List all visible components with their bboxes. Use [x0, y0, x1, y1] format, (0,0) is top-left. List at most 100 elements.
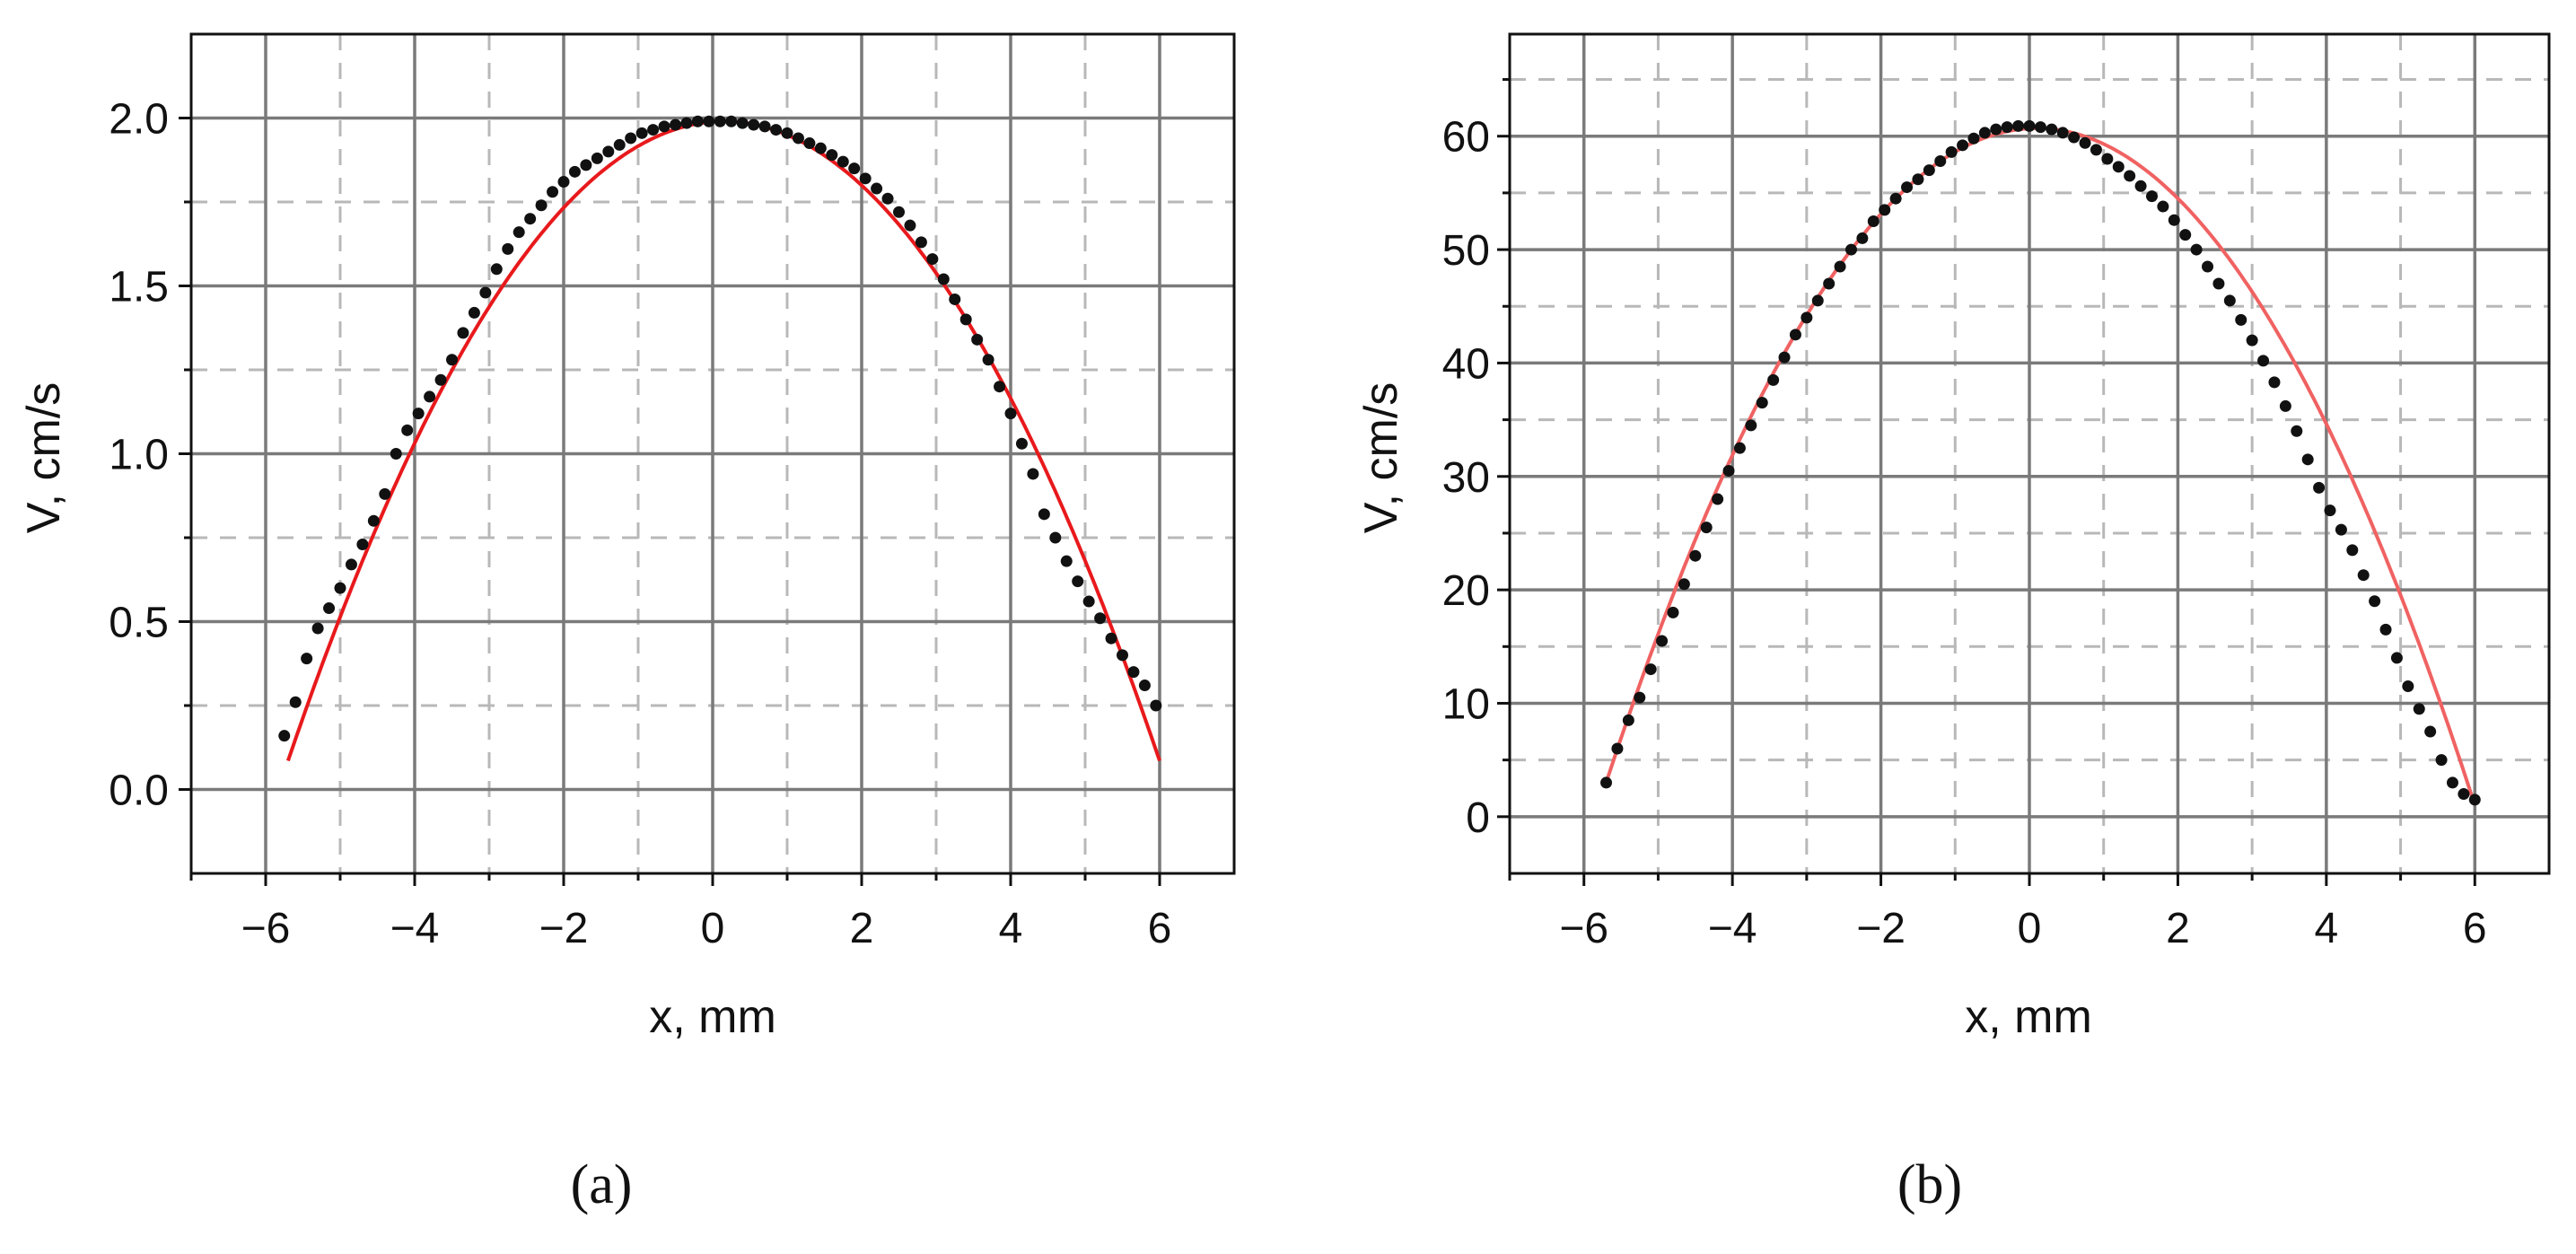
data-point [1767, 373, 1780, 386]
data-point [289, 696, 302, 708]
data-point [434, 373, 447, 386]
data-point [2291, 425, 2303, 437]
data-point [301, 653, 313, 665]
data-point [904, 219, 916, 232]
x-tick-label: −2 [1856, 905, 1906, 952]
y-tick-label: 10 [1442, 680, 1490, 728]
data-point [658, 120, 670, 133]
data-point [1823, 277, 1836, 290]
data-point [703, 115, 715, 127]
data-point [758, 120, 771, 133]
data-point [2223, 294, 2236, 307]
data-point [2335, 523, 2347, 536]
data-point [1801, 311, 1813, 324]
data-point [2168, 214, 2180, 226]
data-point [2402, 680, 2414, 693]
data-point [468, 306, 480, 319]
data-point [2468, 794, 2481, 806]
data-point [2079, 136, 2091, 149]
data-point [837, 155, 849, 168]
data-point [2257, 355, 2270, 367]
data-point [680, 117, 693, 129]
data-point [1667, 606, 1679, 618]
data-point [1038, 508, 1050, 521]
data-point [424, 390, 436, 403]
data-point [826, 149, 838, 162]
data-point [971, 333, 984, 346]
data-point [613, 138, 626, 151]
data-point [1745, 419, 1757, 432]
data-point [959, 313, 972, 326]
y-tick-label: 0 [1466, 794, 1490, 842]
data-point [547, 186, 559, 198]
data-point [2124, 170, 2136, 182]
data-point [379, 487, 391, 500]
data-point [602, 145, 615, 158]
y-tick-label: 1.5 [109, 264, 169, 311]
data-point [1015, 437, 1028, 450]
data-point [2212, 277, 2225, 290]
data-point [736, 117, 749, 129]
data-point [848, 162, 861, 175]
data-point [792, 132, 804, 145]
data-point [781, 127, 793, 139]
data-point [278, 730, 291, 742]
data-point [390, 448, 402, 460]
data-point [2301, 453, 2314, 466]
data-point [748, 118, 760, 131]
data-point [2012, 119, 2025, 132]
data-point [2001, 121, 2013, 134]
data-point [1150, 699, 1162, 712]
data-point [1923, 164, 1935, 177]
data-point [1756, 397, 1768, 409]
data-point [2046, 123, 2058, 136]
data-point [2101, 153, 2114, 165]
data-point [1600, 776, 1613, 789]
data-point [803, 137, 816, 150]
data-point [412, 408, 425, 420]
data-point [2458, 788, 2470, 801]
data-point [345, 558, 357, 571]
data-point [557, 176, 570, 189]
data-point [1678, 578, 1690, 591]
data-point [1105, 632, 1117, 645]
data-point [1117, 649, 1128, 662]
panel-label: (b) [1897, 1154, 1962, 1215]
y-tick-label: 1.0 [109, 432, 169, 479]
x-axis-title: x, mm [1965, 991, 2092, 1043]
data-point [311, 622, 324, 635]
data-point [457, 327, 469, 339]
data-point [915, 236, 927, 249]
data-point [446, 354, 458, 366]
data-point [1027, 468, 1039, 480]
data-point [1934, 155, 1947, 168]
data-point [2202, 260, 2214, 273]
data-point [725, 115, 738, 127]
data-point [2424, 725, 2437, 738]
data-point [1004, 408, 1017, 420]
x-tick-label: 6 [2463, 905, 2487, 952]
data-point [2090, 144, 2102, 156]
y-tick-label: 60 [1442, 114, 1490, 162]
data-point [625, 132, 637, 145]
data-point [926, 253, 939, 266]
data-point [714, 115, 726, 127]
data-point [871, 182, 883, 195]
data-point [881, 192, 894, 205]
fit-curve [286, 119, 1161, 762]
x-tick-label: 0 [701, 905, 725, 952]
data-point [1789, 329, 1801, 341]
data-point [1644, 663, 1657, 676]
x-tick-label: 0 [2018, 905, 2042, 952]
data-point [2313, 481, 2326, 494]
data-point [1700, 522, 1713, 534]
data-point [982, 354, 994, 366]
data-point [2157, 200, 2169, 213]
data-point [367, 514, 380, 527]
data-point [893, 206, 905, 218]
x-tick-label: 4 [2315, 905, 2339, 952]
data-point [1844, 243, 1857, 256]
y-tick-label: 0.5 [109, 600, 169, 647]
